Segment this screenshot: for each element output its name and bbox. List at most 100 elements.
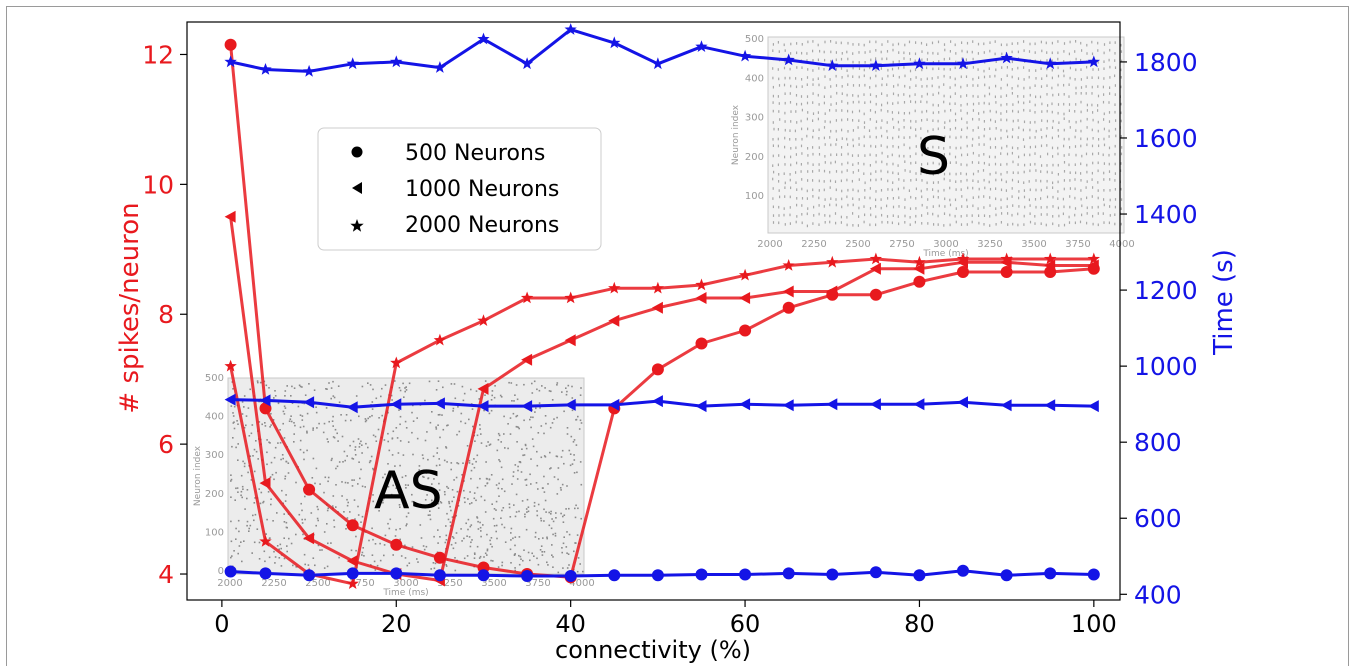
inset-s-spike — [971, 50, 973, 54]
inset-s-spike — [1074, 78, 1076, 81]
inset-as-spike — [392, 430, 395, 433]
series-point — [869, 252, 882, 265]
inset-s-spike — [960, 135, 962, 139]
inset-s-spike — [772, 109, 774, 113]
inset-as-spike — [531, 552, 533, 555]
inset-s-spike — [915, 178, 917, 181]
inset-s-spike — [835, 188, 837, 192]
inset-as-spike — [563, 462, 565, 465]
inset-as-spike — [427, 514, 430, 516]
inset-s-spike — [835, 74, 837, 78]
inset-as-spike — [369, 416, 371, 418]
inset-s-spike — [1057, 51, 1059, 55]
inset-as-spike — [543, 475, 545, 478]
series-point — [738, 268, 752, 281]
inset-as-spike — [471, 463, 474, 465]
inset-s-spike — [1046, 170, 1048, 174]
inset-as-spike — [497, 487, 500, 490]
inset-as-spike — [509, 433, 512, 435]
inset-s-spike — [823, 136, 825, 140]
inset-s-spike — [966, 41, 969, 45]
inset-s-spike — [887, 110, 889, 113]
inset-s-spike — [966, 205, 968, 208]
inset-as-spike — [530, 458, 532, 460]
inset-s-spike — [904, 84, 906, 88]
inset-s-spike — [966, 144, 968, 148]
inset-s-spike — [1057, 40, 1059, 43]
inset-s-spike — [972, 196, 974, 199]
inset-as-spike — [509, 516, 512, 518]
inset-as-spike — [264, 560, 266, 563]
inset-as-spike — [537, 503, 540, 506]
inset-as-spike — [541, 487, 544, 489]
inset-s-spike — [869, 40, 871, 44]
inset-s-spike — [790, 120, 792, 123]
inset-s-spike — [972, 66, 974, 69]
inset-s-spike — [1035, 205, 1037, 209]
inset-s-spike — [1103, 171, 1105, 175]
inset-s-spike — [904, 221, 906, 224]
inset-as-spike — [278, 548, 280, 550]
inset-as-spike — [520, 558, 522, 560]
inset-s-spike — [835, 51, 837, 54]
series-point — [564, 291, 577, 304]
inset-s-spike — [1120, 76, 1122, 79]
inset-s-spike — [1080, 179, 1082, 182]
inset-s-spike — [1080, 162, 1082, 166]
inset-s-spike — [1046, 195, 1049, 199]
legend-label-1000: 1000 Neurons — [405, 177, 559, 202]
inset-s-spike — [1029, 212, 1031, 215]
inset-as-spike — [566, 485, 568, 487]
inset-s-spike — [772, 94, 774, 98]
inset-as-spike — [326, 438, 329, 440]
inset-s-spike — [1057, 57, 1059, 61]
inset-as-spike — [273, 478, 275, 481]
inset-s-spike — [806, 224, 808, 228]
inset-s-spike — [829, 179, 832, 183]
inset-s-spike — [898, 196, 900, 199]
inset-as-spike — [390, 493, 393, 496]
inset-s-spike — [1005, 180, 1007, 184]
inset-s-spike — [886, 101, 889, 105]
inset-s-spike — [823, 68, 825, 71]
inset-s-spike — [823, 180, 825, 183]
inset-s-spike — [886, 83, 888, 86]
inset-s-spike — [1011, 135, 1013, 139]
inset-s-spike — [937, 214, 939, 218]
inset-as-spike — [488, 444, 491, 446]
inset-s-spike — [960, 109, 962, 112]
inset-s-spike — [801, 66, 803, 69]
inset-s-spike — [784, 145, 786, 149]
inset-s-spike — [960, 104, 962, 107]
inset-s-spike — [1121, 59, 1123, 63]
inset-s-spike — [1035, 179, 1037, 182]
inset-y-tick-label: 0 — [218, 566, 224, 577]
inset-as-spike — [419, 524, 422, 526]
inset-s-spike — [1052, 186, 1054, 189]
inset-as-spike — [284, 407, 287, 409]
inset-s-spike — [1092, 68, 1094, 71]
inset-as-spike — [439, 436, 441, 439]
inset-s-spike — [1080, 100, 1082, 104]
inset-as-spike — [265, 384, 268, 387]
inset-as-spike — [445, 534, 448, 537]
inset-as-spike — [370, 455, 373, 458]
series-point — [224, 38, 237, 51]
inset-s-spike — [944, 197, 946, 201]
inset-as-spike — [372, 468, 375, 471]
inset-as-spike — [416, 558, 418, 560]
inset-s-spike — [1007, 135, 1009, 139]
inset-as-spike — [303, 553, 306, 556]
inset-as-spike — [306, 449, 308, 452]
inset-as-spike — [495, 509, 497, 511]
inset-s-spike — [847, 118, 849, 121]
inset-s-spike — [1102, 212, 1104, 215]
inset-s-spike — [965, 172, 967, 176]
inset-s-spike — [1080, 137, 1082, 141]
inset-s-spike — [949, 135, 951, 139]
inset-as-spike — [237, 443, 239, 445]
inset-s-spike — [972, 172, 975, 176]
inset-s-spike — [886, 57, 888, 61]
inset-as-spike — [475, 499, 477, 502]
inset-s-spike — [869, 109, 872, 112]
